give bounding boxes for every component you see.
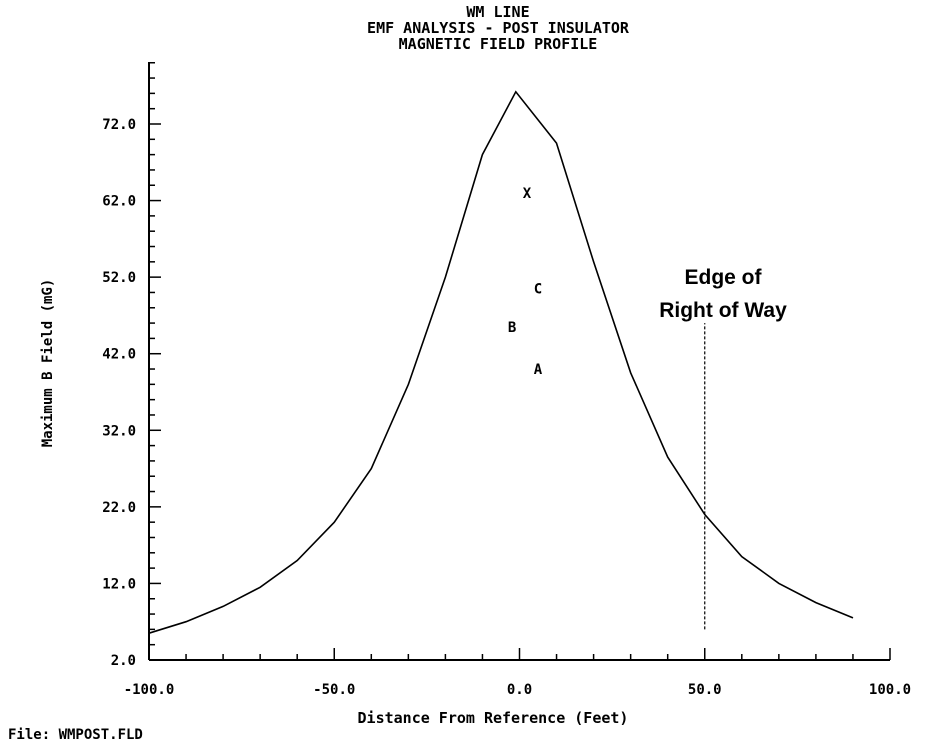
right-of-way-label-line-2: Right of Way <box>659 299 787 322</box>
y-minor-ticks <box>149 61 161 661</box>
x-tick-label: -100.0 <box>124 682 175 698</box>
y-tick-label: 62.0 <box>102 194 136 210</box>
y-tick-label: 12.0 <box>102 576 136 592</box>
x-minor-ticks <box>148 648 891 660</box>
x-tick-label: 0.0 <box>507 682 532 698</box>
y-tick-label: 22.0 <box>102 500 136 516</box>
y-tick-label: 42.0 <box>102 347 136 363</box>
magnetic-field-curve <box>148 90 854 634</box>
x-tick-label: 50.0 <box>688 682 722 698</box>
x-tick-label: -50.0 <box>313 682 355 698</box>
phase-markers: X C B A <box>508 186 543 378</box>
y-tick-labels: 2.0 12.0 22.0 32.0 42.0 52.0 62.0 72.0 <box>102 117 136 669</box>
y-tick-label: 32.0 <box>102 423 136 439</box>
chart-title-line-3: MAGNETIC FIELD PROFILE <box>399 35 598 53</box>
y-tick-label: 72.0 <box>102 117 136 133</box>
phase-marker-b: B <box>508 320 516 336</box>
y-tick-label: 52.0 <box>102 270 136 286</box>
y-axis-label: Maximum B Field (mG) <box>40 279 56 448</box>
right-of-way-label-line-1: Edge of <box>685 266 763 289</box>
phase-marker-x: X <box>523 186 532 202</box>
chart-title-line-1: WM LINE <box>466 3 529 21</box>
phase-marker-c: C <box>534 282 542 298</box>
x-tick-labels: -100.0 -50.0 0.0 50.0 100.0 <box>124 682 911 698</box>
y-tick-label: 2.0 <box>111 653 136 669</box>
x-axis-label: Distance From Reference (Feet) <box>358 709 629 727</box>
file-name-label: File: WMPOST.FLD <box>8 727 143 742</box>
phase-marker-a: A <box>534 362 543 378</box>
x-tick-label: 100.0 <box>869 682 911 698</box>
chart-title-line-2: EMF ANALYSIS - POST INSULATOR <box>367 19 630 37</box>
